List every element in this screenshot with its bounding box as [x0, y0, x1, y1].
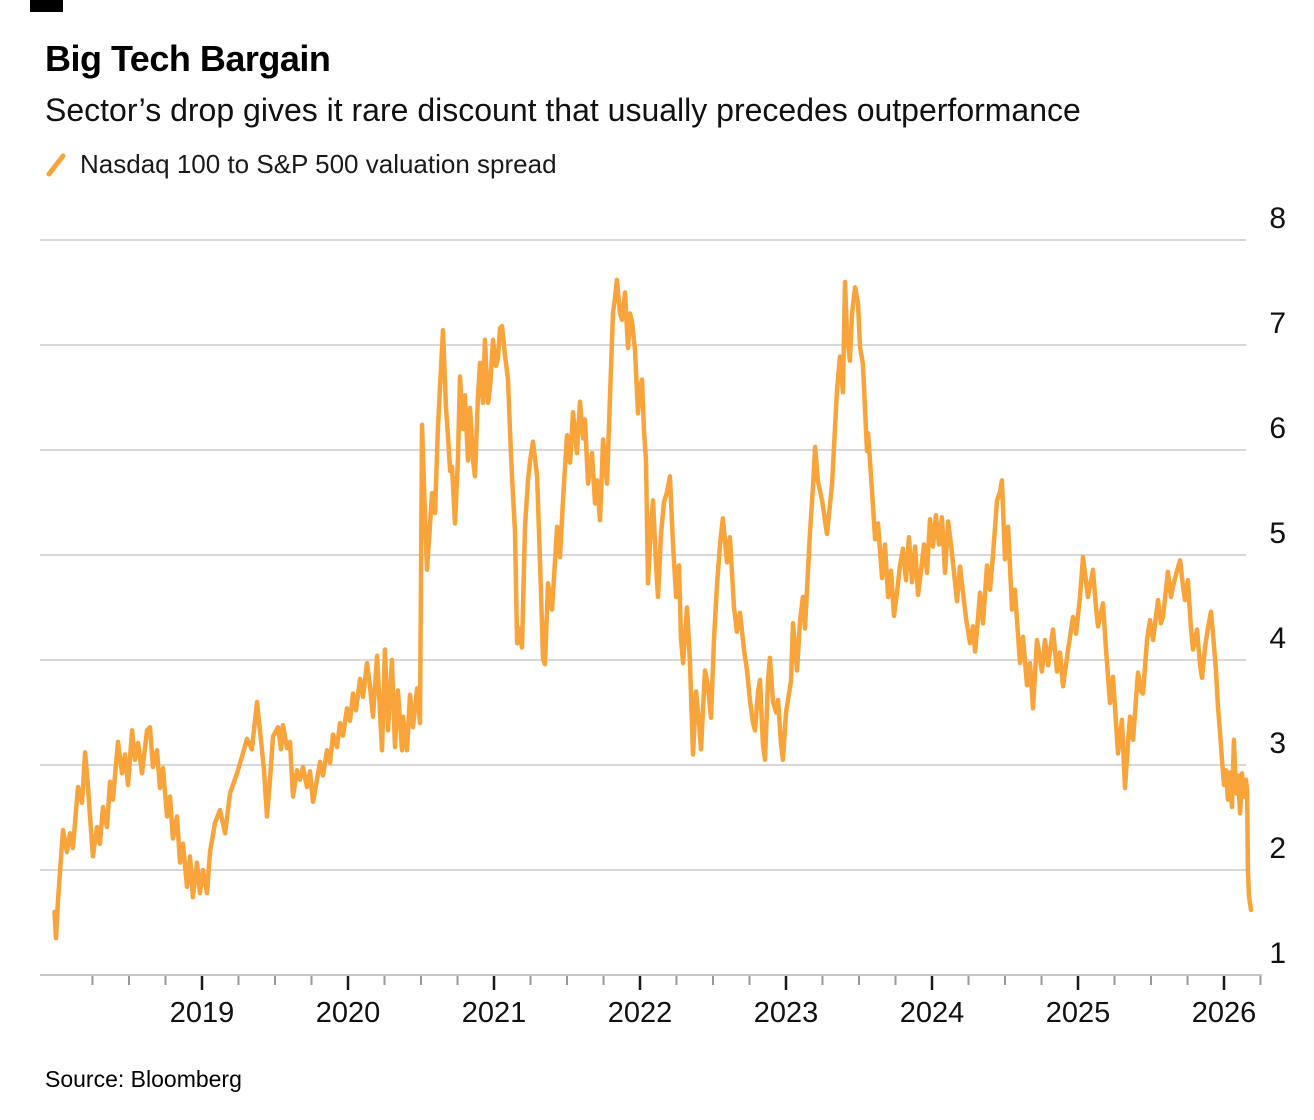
x-axis-label: 2025: [1046, 997, 1111, 1029]
corner-mark: [30, 0, 63, 12]
x-axis-label: 2022: [608, 997, 673, 1029]
y-axis-label: 7: [1269, 307, 1286, 340]
legend-slash-icon: [46, 153, 66, 176]
y-axis-label: 1: [1269, 937, 1286, 970]
chart-subtitle: Sector’s drop gives it rare discount tha…: [45, 92, 1081, 128]
y-axis-label: 2: [1269, 832, 1286, 865]
y-axis-label: 8: [1269, 202, 1286, 235]
x-axis-label: 2023: [754, 997, 819, 1029]
legend: Nasdaq 100 to S&P 500 valuation spread: [45, 149, 557, 180]
y-axis-label: 5: [1269, 517, 1286, 550]
y-axis-label: 3: [1269, 727, 1286, 760]
x-axis-label: 2020: [316, 997, 381, 1029]
spread-series-line: [52, 277, 1254, 941]
x-axis-label: 2026: [1192, 997, 1257, 1029]
x-axis-label: 2024: [900, 997, 965, 1029]
y-axis-label: 6: [1269, 412, 1286, 445]
x-axis-label: 2021: [462, 997, 527, 1029]
legend-label: Nasdaq 100 to S&P 500 valuation spread: [80, 149, 557, 179]
chart-title: Big Tech Bargain: [45, 38, 331, 79]
y-axis-label: 4: [1269, 622, 1286, 655]
x-axis-label: 2019: [170, 997, 235, 1029]
source-note: Source: Bloomberg: [45, 1066, 242, 1092]
